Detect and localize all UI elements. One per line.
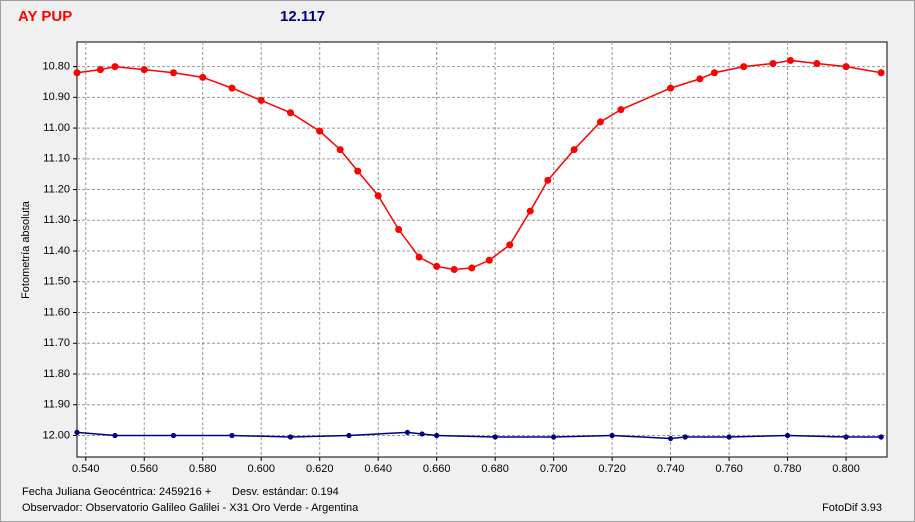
point	[286, 109, 294, 117]
point	[170, 432, 177, 439]
x-tick-label: 0.720	[598, 463, 626, 475]
point	[336, 146, 344, 154]
y-axis-label: Fotometría absoluta	[20, 200, 32, 299]
point	[668, 435, 674, 442]
y-tick-label: 11.50	[43, 276, 70, 288]
point	[570, 146, 578, 154]
x-tick-label: 0.700	[540, 463, 568, 475]
point	[229, 432, 235, 439]
x-tick-label: 0.620	[306, 463, 334, 475]
series-line	[76, 431, 882, 440]
point	[73, 69, 81, 77]
point	[395, 226, 403, 234]
point	[346, 432, 352, 439]
y-tick-label: 11.80	[43, 368, 70, 380]
y-tick-label: 11.00	[43, 122, 70, 134]
point	[415, 253, 423, 261]
point	[404, 429, 411, 436]
footer-date: Fecha Juliana Geocéntrica: 2459216 +	[22, 486, 211, 498]
point	[96, 66, 104, 74]
point	[843, 434, 849, 440]
point	[696, 75, 704, 83]
point	[140, 66, 148, 74]
point	[74, 429, 80, 436]
point	[609, 432, 615, 439]
point	[111, 63, 119, 71]
point	[434, 432, 440, 439]
point	[710, 69, 718, 77]
point	[784, 432, 791, 439]
plot-area	[76, 41, 888, 458]
point	[667, 84, 675, 92]
y-tick-label: 11.20	[43, 183, 70, 195]
point	[257, 96, 265, 104]
point	[492, 434, 498, 440]
point	[787, 56, 795, 64]
point	[316, 127, 324, 135]
point	[842, 63, 850, 71]
point	[287, 434, 294, 440]
point	[228, 84, 236, 92]
y-tick-label: 12.00	[42, 429, 70, 441]
x-tick-label: 0.740	[657, 463, 685, 475]
y-tick-label: 11.40	[43, 245, 70, 257]
x-tick-label: 0.580	[189, 463, 217, 475]
point	[450, 265, 458, 273]
x-tick-label: 0.540	[72, 463, 100, 475]
x-tick-label: 0.680	[481, 463, 509, 475]
footer-std: Desv. estándar: 0.194	[232, 486, 339, 498]
point	[169, 69, 177, 77]
x-tick-label: 0.800	[832, 463, 860, 475]
point	[878, 434, 884, 440]
chart-title: AY PUP	[18, 8, 72, 25]
y-tick-label: 11.10	[43, 153, 70, 165]
point	[740, 63, 748, 71]
point	[551, 434, 557, 440]
x-tick-label: 0.780	[774, 463, 802, 475]
point	[199, 73, 207, 81]
point	[506, 241, 514, 249]
point	[682, 434, 688, 440]
point	[433, 262, 441, 270]
footer-version: FotoDif 3.93	[822, 502, 882, 514]
y-tick-label: 10.90	[42, 91, 70, 103]
series-line	[76, 59, 882, 271]
point	[485, 256, 493, 264]
point	[544, 176, 552, 184]
point	[468, 264, 476, 272]
y-tick-label: 11.90	[43, 399, 70, 411]
point	[877, 69, 885, 77]
point	[526, 207, 534, 215]
x-tick-label: 0.760	[715, 463, 743, 475]
point	[374, 192, 382, 200]
y-tick-label: 11.60	[43, 306, 70, 318]
y-tick-label: 11.30	[43, 214, 70, 226]
x-tick-label: 0.660	[423, 463, 451, 475]
point	[354, 167, 362, 175]
point	[617, 106, 625, 114]
y-tick-label: 11.70	[43, 337, 70, 349]
x-tick-label: 0.560	[130, 463, 158, 475]
chart-subtitle: 12.117	[280, 8, 325, 25]
point	[769, 60, 777, 68]
point	[813, 60, 821, 68]
point	[596, 118, 604, 126]
point	[112, 432, 118, 439]
point	[726, 434, 732, 440]
point	[419, 431, 425, 437]
y-tick-label: 10.80	[42, 60, 70, 72]
footer-observer: Observador: Observatorio Galileo Galilei…	[22, 502, 359, 514]
x-tick-label: 0.640	[364, 463, 392, 475]
x-tick-label: 0.600	[247, 463, 275, 475]
